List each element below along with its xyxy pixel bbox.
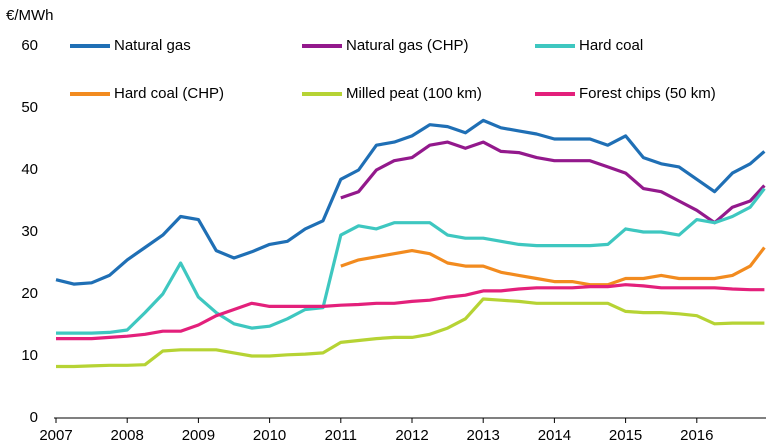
x-tick-label: 2008 — [111, 427, 144, 444]
series-line — [56, 187, 766, 335]
x-tick-label: 2016 — [680, 427, 713, 444]
y-tick-label: 30 — [21, 223, 38, 240]
legend-label: Forest chips (50 km) — [579, 85, 716, 102]
y-tick-label: 40 — [21, 161, 38, 178]
x-tick-label: 2013 — [467, 427, 500, 444]
legend-label: Milled peat (100 km) — [346, 85, 482, 102]
y-tick-label: 10 — [21, 347, 38, 364]
y-tick-label: 20 — [21, 285, 38, 302]
series-line — [55, 118, 766, 286]
y-tick-label: 60 — [21, 37, 38, 54]
series-line — [56, 297, 765, 369]
x-tick-label: 2014 — [538, 427, 571, 444]
series-line — [56, 283, 765, 341]
x-tick-label: 2010 — [253, 427, 286, 444]
legend-label: Natural gas (CHP) — [346, 37, 469, 54]
x-tick-label: 2012 — [395, 427, 428, 444]
x-tick-label: 2009 — [182, 427, 215, 444]
legend-label: Natural gas — [114, 37, 191, 54]
series-line — [340, 246, 766, 287]
y-tick-label: 0 — [30, 409, 38, 426]
y-tick-label: 50 — [21, 99, 38, 116]
legend-label: Hard coal (CHP) — [114, 85, 224, 102]
x-tick-label: 2007 — [39, 427, 72, 444]
x-tick-label: 2011 — [325, 427, 357, 444]
series-line — [340, 140, 766, 225]
legend-label: Hard coal — [579, 37, 643, 54]
y-axis-title: €/MWh — [6, 7, 54, 24]
x-tick-label: 2015 — [609, 427, 642, 444]
